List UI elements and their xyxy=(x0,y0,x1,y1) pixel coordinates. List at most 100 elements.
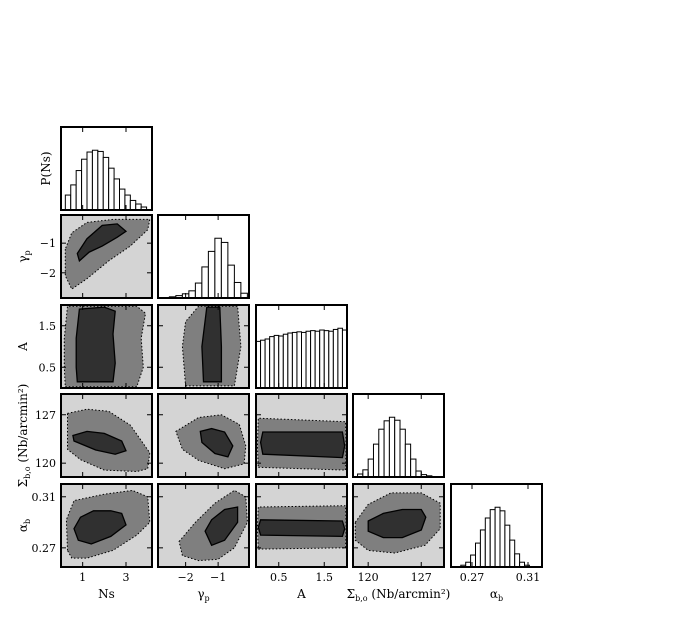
histogram-bar xyxy=(214,237,222,299)
y-tick-label-A: 1.5 xyxy=(39,320,57,333)
x-tick-label-A: 0.5 xyxy=(270,571,288,584)
histogram-bar xyxy=(129,199,137,211)
contour-panel-gamma_p-A xyxy=(157,304,250,389)
histogram-bar xyxy=(410,458,417,478)
x-tick-label-A: 1.5 xyxy=(316,571,334,584)
y-tick-label-Sigma_bo: 127 xyxy=(35,409,56,422)
histogram-bar xyxy=(328,330,334,389)
histogram-bar xyxy=(75,170,83,211)
histogram-bar xyxy=(372,443,380,478)
histogram-bar xyxy=(70,184,77,211)
panel-frame xyxy=(352,483,445,568)
histogram-bar xyxy=(260,339,266,389)
y-tick-label-gamma_p: −2 xyxy=(40,267,56,280)
label-subscript: b,o xyxy=(355,594,368,603)
y-tick-label-A: 0.5 xyxy=(39,361,57,374)
histogram-bar xyxy=(102,156,110,211)
histogram-bar xyxy=(296,331,303,389)
histogram-bar xyxy=(301,331,307,389)
contour-inner-68 xyxy=(199,427,234,458)
histogram-bar xyxy=(484,517,491,568)
histogram-A xyxy=(255,327,348,389)
y-tick-label-alpha_b: 0.27 xyxy=(32,542,57,555)
histogram-Sigma_bo xyxy=(357,416,433,478)
y-axis-label-A: A xyxy=(16,342,30,352)
panel-frame xyxy=(157,483,250,568)
histogram-bar xyxy=(264,338,271,389)
contour-panel-A-alpha_b xyxy=(255,483,348,568)
contour-inner-68 xyxy=(201,306,223,383)
y-axis-label-gamma_p: γp xyxy=(16,250,32,262)
contour-panel-Ns-A xyxy=(60,304,153,389)
histogram-bar xyxy=(509,539,516,568)
y-tick-label-Sigma_bo: 120 xyxy=(35,457,56,470)
contour-panel-Sigma_bo-alpha_b xyxy=(352,483,445,568)
histogram-bar xyxy=(113,178,121,211)
panel-frame xyxy=(255,483,348,568)
contour-inner-68 xyxy=(259,431,346,459)
histogram-bar xyxy=(404,443,412,478)
contour-inner-68 xyxy=(75,306,116,383)
label-base: Σ xyxy=(16,479,30,487)
histogram-bar xyxy=(383,420,390,478)
histogram-bar xyxy=(399,428,406,478)
x-tick-label-alpha_b: 0.31 xyxy=(516,571,541,584)
histogram-bar xyxy=(394,419,401,478)
histogram-bar xyxy=(367,458,374,478)
y-axis-label-Sigma_bo: Σb,o (Nb/arcmin²) xyxy=(16,384,32,488)
histogram-bar xyxy=(475,542,481,568)
label-base: α xyxy=(490,587,498,601)
histogram-bar xyxy=(64,194,72,211)
panel-frame-Ns xyxy=(60,126,153,211)
label-subscript: p xyxy=(205,594,210,603)
histogram-bar xyxy=(489,509,496,568)
contour-inner-68 xyxy=(72,430,127,455)
histogram-bar xyxy=(108,167,115,211)
panel-frame xyxy=(255,393,348,478)
contour-panel-gamma_p-Sigma_bo xyxy=(157,393,250,478)
y-axis-label-alpha_b: αb xyxy=(16,519,32,532)
x-axis-label-Ns: Ns xyxy=(98,587,115,601)
panel-frame xyxy=(60,304,153,389)
x-axis-label-Sigma_bo: Σb,o (Nb/arcmin²) xyxy=(347,587,451,603)
panel-frame xyxy=(157,304,250,389)
panel-frame xyxy=(60,214,153,299)
x-tick-label-alpha_b: 0.27 xyxy=(460,571,485,584)
histogram-Ns xyxy=(64,149,148,211)
histogram-bar xyxy=(86,151,93,211)
x-tick-label-Ns: 1 xyxy=(79,571,86,584)
contour-panel-Ns-gamma_p xyxy=(60,214,153,299)
label-subscript: p xyxy=(23,250,32,255)
histogram-alpha_b xyxy=(460,506,530,568)
histogram-bar xyxy=(291,331,298,389)
histogram-bar xyxy=(470,554,477,568)
histogram-bar xyxy=(494,506,501,568)
histogram-bar xyxy=(362,469,369,478)
panel-frame xyxy=(157,393,250,478)
label-suffix: (Nb/arcmin²) xyxy=(368,587,451,601)
histogram-bar xyxy=(287,332,293,389)
histogram-bar xyxy=(310,330,316,389)
histogram-bar xyxy=(269,336,275,389)
label-base: α xyxy=(16,524,30,532)
contour-panel-Ns-alpha_b xyxy=(60,483,153,568)
contour-panel-gamma_p-alpha_b xyxy=(157,483,250,568)
label-base: γ xyxy=(16,255,30,262)
histogram-bar xyxy=(81,158,88,211)
contour-inner-68 xyxy=(76,223,128,263)
histogram-bar xyxy=(194,282,203,299)
x-axis-label-gamma_p: γp xyxy=(197,587,209,603)
panel-frame xyxy=(60,483,153,568)
histogram-bar xyxy=(273,334,280,389)
histogram-bar xyxy=(479,529,486,568)
panel-frame-Sigma_bo xyxy=(352,393,445,478)
contour-panel-A-Sigma_bo xyxy=(255,393,348,478)
histogram-bar xyxy=(337,327,343,389)
histogram-bar xyxy=(227,264,235,299)
histogram-bar xyxy=(201,266,209,299)
x-tick-label-Sigma_bo: 127 xyxy=(411,571,432,584)
panel-frame-A xyxy=(255,304,348,389)
label-subscript: b xyxy=(498,594,503,603)
y-tick-label-gamma_p: −1 xyxy=(40,237,56,250)
